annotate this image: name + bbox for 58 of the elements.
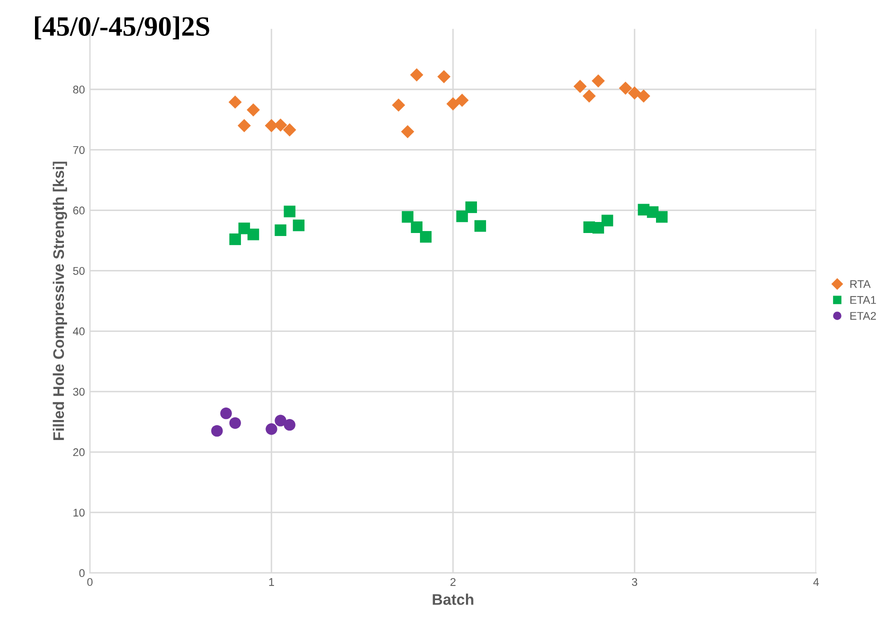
y-tick-label: 70 [73, 146, 85, 154]
point [246, 103, 260, 117]
x-tick-label: 1 [269, 578, 274, 586]
point [292, 220, 304, 232]
y-tick-label: 40 [72, 327, 85, 336]
point [392, 98, 406, 112]
y-tick-label: 10 [74, 508, 85, 517]
point [456, 94, 469, 107]
x-axis-title: Batch [432, 594, 474, 605]
point [574, 80, 587, 93]
x-tick-label: 4 [813, 578, 819, 586]
y-tick-label: 30 [73, 388, 85, 396]
point [247, 228, 260, 240]
point [264, 119, 278, 132]
point [456, 210, 468, 222]
legend-label: ETA1 [850, 296, 876, 304]
point [284, 206, 296, 218]
y-axis-title: Filled Hole Compressive Strength [ksi] [52, 162, 68, 440]
point [284, 419, 296, 431]
x-tick-label: 3 [632, 578, 638, 586]
y-tick-label: 0 [79, 569, 85, 578]
point [274, 414, 286, 426]
x-tick-label: 2 [450, 578, 456, 586]
chart-title: [45/0/-45/90]2S [34, 16, 210, 40]
point [656, 211, 668, 223]
point [465, 201, 477, 214]
point [437, 70, 451, 84]
point [211, 425, 223, 437]
point [637, 89, 650, 103]
point [618, 82, 632, 95]
point [274, 118, 288, 132]
point [410, 68, 424, 82]
point [229, 417, 241, 429]
point [266, 423, 278, 435]
point [274, 224, 286, 236]
y-tick-label: 80 [73, 86, 85, 94]
x-tick-label: 0 [87, 578, 93, 586]
point [420, 231, 432, 243]
point [446, 97, 460, 110]
y-tick-label: 20 [73, 448, 85, 456]
legend-label: ETA2 [850, 312, 876, 320]
legend-label: RTA [850, 280, 871, 288]
point [402, 211, 414, 223]
point [474, 220, 486, 232]
point [410, 221, 423, 233]
point [628, 86, 642, 100]
y-tick-label: 60 [73, 206, 85, 214]
point [229, 233, 241, 246]
point [238, 119, 251, 132]
point [283, 123, 296, 136]
point [228, 95, 242, 109]
point [220, 408, 232, 420]
point [602, 214, 614, 226]
y-tick-label: 50 [73, 266, 85, 275]
point [582, 89, 596, 103]
point [401, 125, 414, 138]
point [592, 222, 604, 234]
point [592, 74, 605, 88]
